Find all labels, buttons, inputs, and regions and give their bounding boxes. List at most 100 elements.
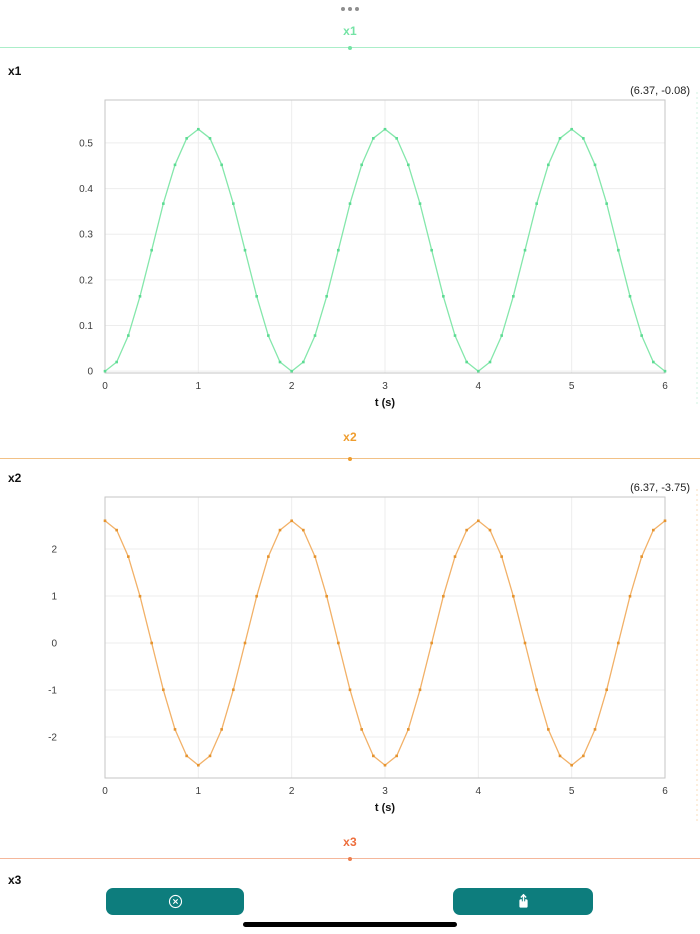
data-point: [558, 754, 562, 758]
data-point: [173, 163, 177, 167]
data-point: [535, 688, 538, 692]
data-point: [395, 137, 398, 140]
share-button[interactable]: [453, 888, 593, 915]
data-point: [570, 763, 573, 767]
home-indicator[interactable]: [243, 922, 457, 927]
data-point: [267, 555, 270, 558]
data-point: [103, 369, 107, 373]
data-point: [395, 754, 398, 758]
chart-x1[interactable]: 0 1 2 3 4 5 6 0 0.1 0.2 0.3 0.4 0.5 t (s) (6.37, -0.08…: [0, 80, 700, 410]
y-tick-label: 0: [51, 638, 57, 649]
data-point: [547, 728, 550, 731]
data-point: [115, 528, 118, 532]
data-point: [582, 754, 585, 758]
x-axis-label: t (s): [375, 397, 396, 409]
x1-plot: 0 1 2 3 4 5 6 0 0.1 0.2 0.3 0.4 0.5 t (s) (6.37, -0.08…: [79, 85, 698, 409]
data-point: [383, 127, 387, 131]
data-point: [663, 519, 667, 523]
section-x1-title: x1: [343, 24, 357, 38]
data-point: [220, 163, 223, 167]
data-point: [150, 641, 153, 645]
ellipsis-dot: [355, 7, 359, 11]
data-point: [337, 641, 340, 645]
drag-dot-icon: [348, 45, 352, 50]
data-point: [500, 334, 503, 337]
row-label-x3: x3: [8, 873, 22, 887]
y-tick-label: 0.3: [79, 230, 93, 241]
data-point: [465, 360, 468, 364]
y-tick-label: 0.5: [79, 138, 93, 149]
data-point: [453, 555, 457, 558]
section-x3-title: x3: [343, 835, 357, 849]
data-point: [360, 163, 363, 167]
x-tick-label: 3: [382, 786, 388, 797]
y-tick-label: 2: [51, 544, 57, 555]
divider-handle-x3[interactable]: [0, 856, 700, 861]
data-point: [115, 360, 118, 364]
data-point: [547, 163, 550, 167]
data-point: [255, 295, 258, 298]
x-tick-label: 2: [289, 786, 295, 797]
x-tick-label: 2: [289, 381, 295, 392]
data-point: [628, 594, 632, 598]
data-point: [465, 528, 468, 532]
data-point: [523, 248, 527, 252]
section-x2-title: x2: [343, 430, 357, 444]
data-point: [488, 528, 492, 532]
data-point: [127, 334, 130, 337]
data-point: [267, 334, 270, 337]
x-tick-label: 1: [196, 786, 202, 797]
x-tick-label: 3: [382, 381, 388, 392]
data-point: [255, 594, 258, 598]
data-point: [208, 137, 212, 140]
data-point: [488, 360, 492, 364]
data-point: [348, 202, 352, 205]
data-point: [418, 688, 422, 692]
data-point: [617, 248, 620, 252]
data-point: [605, 688, 608, 692]
x-tick-label: 5: [569, 381, 575, 392]
divider-handle-x1[interactable]: [0, 45, 700, 50]
data-point: [617, 641, 620, 645]
data-point: [325, 594, 328, 598]
data-point: [278, 528, 282, 532]
data-point: [477, 369, 480, 373]
y-tick-label: -2: [48, 733, 57, 744]
data-point: [523, 641, 527, 645]
data-point: [663, 369, 667, 373]
divider-handle-x2[interactable]: [0, 456, 700, 461]
data-point: [512, 295, 515, 298]
data-point: [640, 334, 643, 337]
y-tick-label: -1: [48, 686, 57, 697]
data-point: [197, 127, 200, 131]
data-point: [290, 369, 293, 373]
data-point: [173, 728, 177, 731]
data-point: [430, 248, 433, 252]
ellipsis-dot: [348, 7, 352, 11]
row-label-x1: x1: [8, 64, 22, 78]
data-point: [407, 163, 410, 167]
x-tick-labels: 0 1 2 3 4 5 6: [102, 786, 668, 797]
data-point: [220, 728, 223, 731]
x-tick-label: 0: [102, 786, 108, 797]
close-button[interactable]: [106, 888, 244, 915]
data-point: [372, 137, 375, 140]
data-point: [103, 519, 107, 523]
drag-dot-icon: [348, 856, 352, 861]
data-point: [582, 137, 585, 140]
data-point: [302, 528, 305, 532]
window-controls-ellipsis-icon[interactable]: [0, 7, 700, 11]
data-point: [208, 754, 212, 758]
data-point: [535, 202, 538, 205]
x-axis-label: t (s): [375, 802, 396, 814]
x-tick-labels: 0 1 2 3 4 5 6: [102, 381, 668, 392]
chart-x2[interactable]: 0 1 2 3 4 5 6 -2 -1 0 1 2 t (s) (6.37, -3.75): [0, 480, 700, 825]
drag-dot-icon: [348, 456, 352, 461]
data-point: [127, 555, 130, 558]
y-tick-label: 0: [87, 367, 93, 378]
data-point: [442, 295, 445, 298]
data-point: [477, 519, 480, 523]
data-point: [197, 763, 200, 767]
data-point: [570, 127, 573, 131]
